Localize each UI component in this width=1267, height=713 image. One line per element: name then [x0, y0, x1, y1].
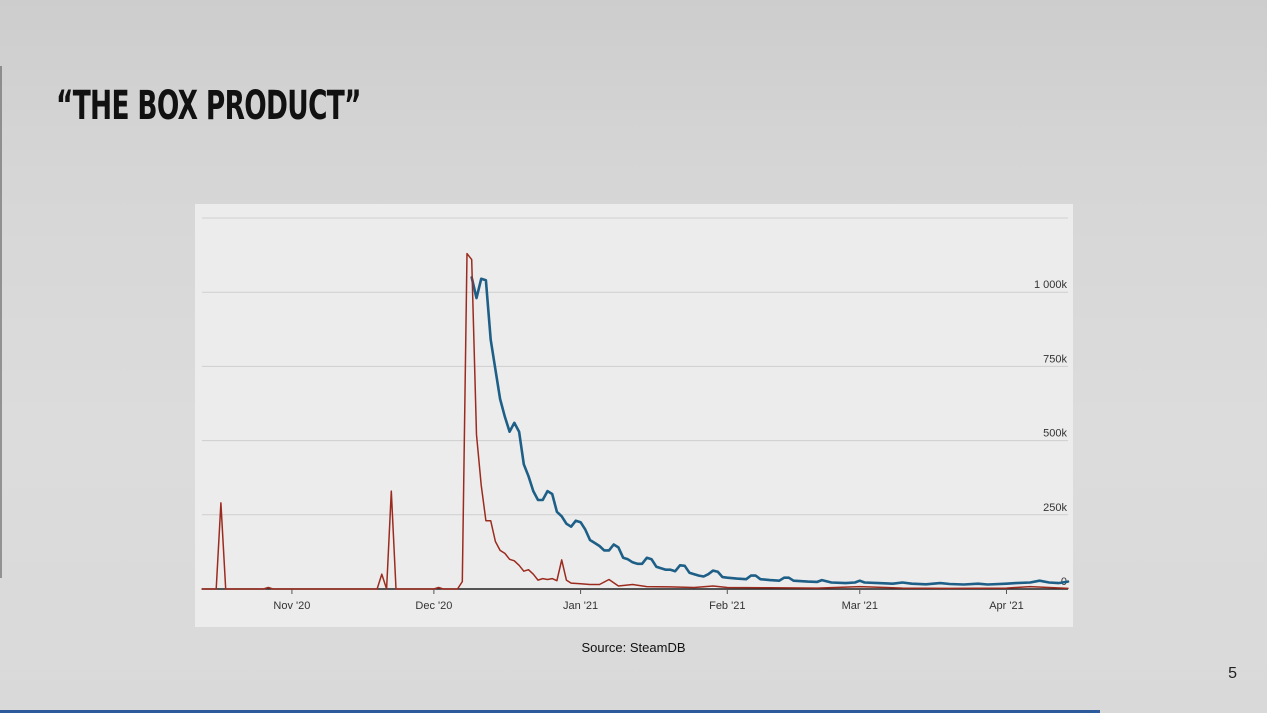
slide-title: “THE BOX PRODUCT”	[56, 83, 361, 129]
x-tick-label: Jan '21	[563, 600, 598, 612]
x-tick-label: Apr '21	[989, 600, 1024, 612]
y-tick-label: 750k	[1043, 353, 1067, 365]
chart-card: 0 250k 500k 750k 1 000k Nov '20 Dec '20 Jan '21…	[195, 204, 1073, 627]
x-tick-label: Dec '20	[415, 600, 452, 612]
x-tick-label: Feb '21	[709, 600, 745, 612]
x-tick-label: Mar '21	[842, 600, 878, 612]
grid-layer	[202, 217, 1068, 590]
slide-left-edge	[0, 66, 2, 578]
series-line-2	[201, 252, 1069, 590]
series-layer	[201, 252, 1070, 590]
source-caption: Source: SteamDB	[581, 640, 686, 655]
page-number: 5	[1228, 665, 1237, 682]
series-line-1	[470, 276, 1070, 586]
y-tick-label: 500k	[1043, 428, 1067, 440]
y-tick-label: 250k	[1043, 502, 1067, 514]
x-tick-label: Nov '20	[273, 600, 310, 612]
slide-bottom-bar	[0, 710, 1100, 713]
y-tick-label: 1 000k	[1034, 279, 1068, 291]
